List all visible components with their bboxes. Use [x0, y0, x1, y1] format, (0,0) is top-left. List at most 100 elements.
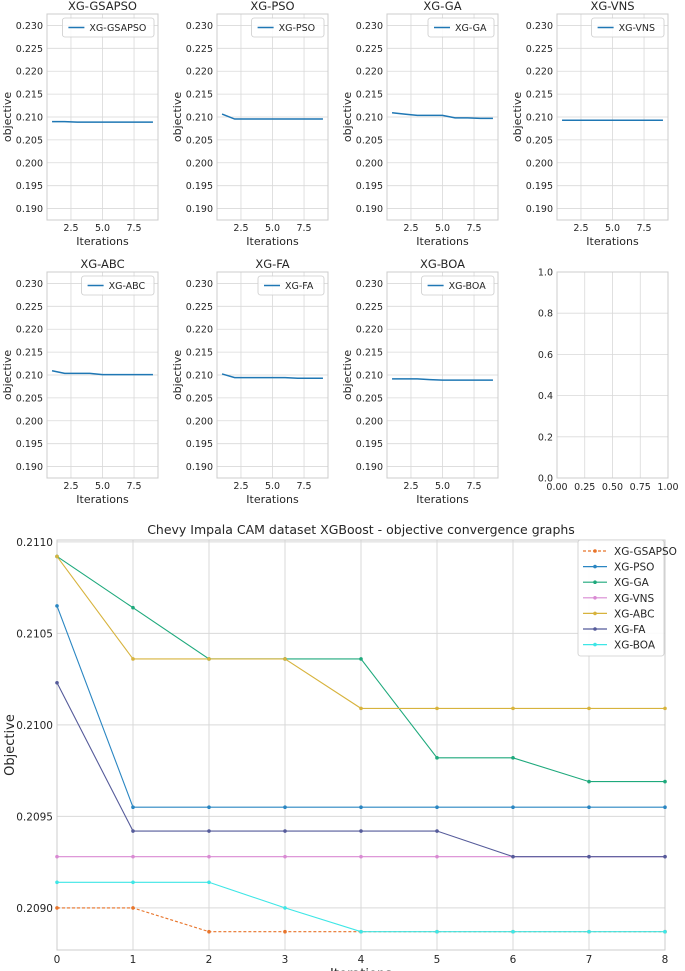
- x-tick-label: 7.5: [126, 223, 141, 234]
- y-axis-label: objective: [171, 92, 184, 142]
- legend-marker: [593, 549, 597, 553]
- legend-label: XG-GA: [614, 577, 650, 589]
- y-tick-label: 0.190: [356, 462, 383, 473]
- y-tick-label: 0.230: [356, 21, 383, 32]
- y-tick-label: 0.8: [538, 309, 553, 320]
- y-tick-label: 0.220: [356, 325, 383, 336]
- y-tick-label: 0.200: [16, 158, 43, 169]
- y-tick-label: 1.0: [538, 268, 553, 279]
- main-chart-title: Chevy Impala CAM dataset XGBoost - objec…: [147, 522, 575, 537]
- legend: XG-ABC: [81, 275, 155, 296]
- x-tick-label: 7.5: [296, 481, 311, 492]
- y-axis-label: objective: [341, 350, 354, 400]
- y-tick-label: 0.2110: [16, 537, 53, 549]
- y-axis-label: objective: [171, 350, 184, 400]
- data-point-xg-abc: [359, 706, 363, 711]
- y-tick-label: 0.195: [186, 439, 213, 450]
- y-tick-label: 0.2095: [16, 811, 53, 823]
- y-tick-label: 0.225: [186, 44, 213, 55]
- x-tick-label: 2.5: [233, 223, 248, 234]
- y-tick-label: 0.205: [16, 135, 43, 146]
- y-tick-label: 0.230: [16, 21, 43, 32]
- x-tick-label: 1.00: [657, 482, 678, 493]
- data-point-xg-boa: [587, 929, 591, 934]
- legend: XG-GSAPSO: [62, 17, 155, 38]
- y-tick-label: 0.210: [356, 371, 383, 382]
- series-line: [392, 378, 493, 381]
- legend-label: XG-FA: [614, 624, 646, 636]
- y-axis-label: objective: [1, 92, 14, 142]
- x-tick-label: 2.5: [63, 481, 78, 492]
- data-point-xg-abc: [587, 706, 591, 711]
- plot-frame: [46, 271, 159, 479]
- y-tick-label: 0.225: [186, 302, 213, 313]
- data-point-xg-gsapso: [207, 929, 211, 934]
- data-point-xg-pso: [207, 805, 211, 810]
- data-point-xg-ga: [131, 605, 135, 610]
- x-tick-label: 2.5: [63, 223, 78, 234]
- y-tick-label: 0.2: [538, 432, 553, 443]
- x-axis-label: Iterations: [586, 235, 639, 248]
- data-point-xg-fa: [587, 854, 591, 859]
- x-tick-label: 7.5: [636, 223, 651, 234]
- series-line: [52, 120, 153, 123]
- small-chart-xg-vns: 2.5 5.0 7.5 0.190 0.195 0.200 0.205 0.210 0.215 0…: [511, 0, 669, 248]
- x-tick-label: 0.75: [630, 482, 651, 493]
- data-point-xg-boa: [663, 929, 667, 934]
- legend: XG-PSO: [251, 17, 325, 38]
- y-tick-label: 0.220: [526, 67, 553, 78]
- chart-title: XG-GA: [423, 0, 461, 13]
- legend-label: XG-BOA: [449, 281, 487, 292]
- y-tick-label: 0.210: [356, 113, 383, 124]
- legend-label: XG-ABC: [109, 281, 146, 292]
- plot-frame: [56, 539, 666, 951]
- main-chart: 0 1 2 3 4 5 6 7 8 0.2090 0.2095 0.2100 0.2105 0.2110 C…: [3, 522, 677, 971]
- y-tick-label: 0.190: [16, 462, 43, 473]
- x-tick-label: 0.25: [574, 482, 595, 493]
- data-point-xg-fa: [207, 829, 211, 833]
- data-point-xg-gsapso: [55, 906, 59, 910]
- chart-title: XG-PSO: [250, 0, 294, 13]
- data-point-xg-boa: [207, 880, 211, 885]
- y-tick-label: 0.220: [186, 67, 213, 78]
- y-tick-label: 0.230: [186, 21, 213, 32]
- y-tick-label: 0.230: [186, 279, 213, 290]
- data-point-xg-vns: [207, 854, 211, 859]
- data-point-xg-ga: [359, 657, 363, 661]
- y-tick-label: 0.205: [356, 135, 383, 146]
- y-tick-label: 0.215: [16, 90, 43, 101]
- data-point-xg-ga: [435, 756, 439, 760]
- y-axis-label: objective: [1, 350, 14, 400]
- series-xg-abc: [55, 554, 667, 711]
- data-point-xg-pso: [435, 805, 439, 810]
- data-point-xg-boa: [283, 906, 287, 910]
- y-tick-label: 0.200: [526, 158, 553, 169]
- y-tick-label: 0.205: [186, 135, 213, 146]
- data-point-xg-gsapso: [131, 906, 135, 910]
- data-point-xg-fa: [435, 829, 439, 833]
- y-tick-label: 0.210: [186, 371, 213, 382]
- chart-title: XG-GSAPSO: [68, 0, 137, 13]
- y-tick-label: 0.210: [186, 113, 213, 124]
- empty-chart: 0.00 0.25 0.50 0.75 1.00 0.0 0.2 0.4 0.6 0.8 1.0: [538, 268, 679, 494]
- y-axis-label: objective: [511, 92, 524, 142]
- y-tick-label: 0.195: [186, 181, 213, 192]
- x-tick-label: 5.0: [95, 481, 110, 492]
- data-point-xg-abc: [207, 657, 211, 661]
- y-tick-label: 0.220: [356, 67, 383, 78]
- data-point-xg-abc: [511, 706, 515, 711]
- y-tick-label: 0.215: [16, 348, 43, 359]
- y-tick-label: 0.2100: [16, 720, 53, 732]
- data-point-xg-vns: [55, 854, 59, 859]
- data-point-xg-abc: [131, 657, 135, 661]
- x-axis-label: Iterations: [76, 493, 129, 506]
- x-tick-label: 7.5: [296, 223, 311, 234]
- x-tick-label: 1: [130, 954, 137, 966]
- data-point-xg-boa: [511, 929, 515, 934]
- x-tick-label: 4: [358, 954, 365, 966]
- small-chart-xg-gsapso: 2.5 5.0 7.5 0.190 0.195 0.200 0.205 0.210 0.215 0…: [1, 0, 159, 248]
- x-tick-label: 3: [282, 954, 289, 966]
- legend-marker: [593, 642, 597, 647]
- legend-label: XG-FA: [285, 281, 314, 292]
